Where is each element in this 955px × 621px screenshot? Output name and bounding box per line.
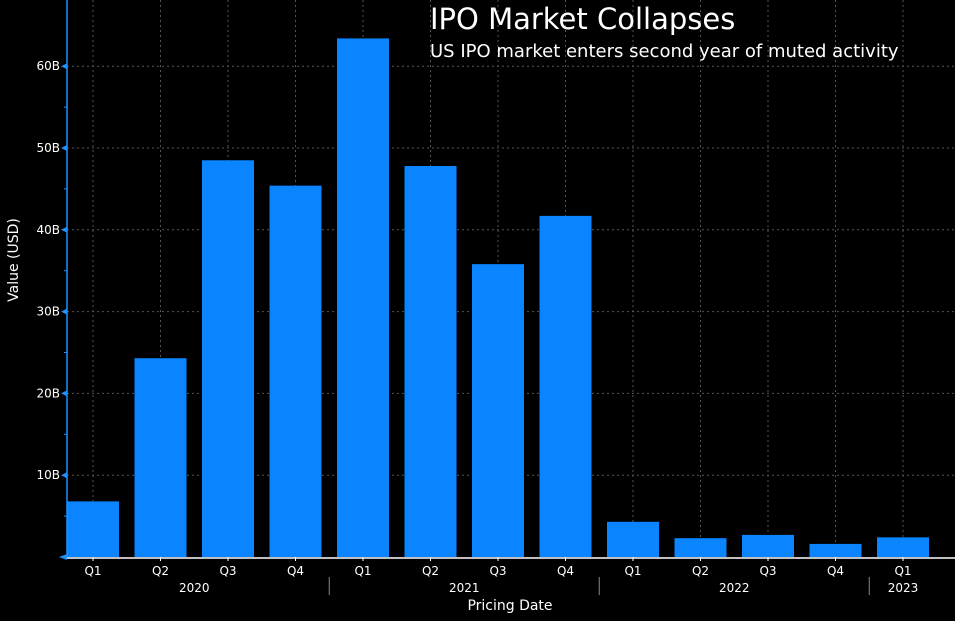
x-tick-label: Q3 <box>759 564 776 578</box>
y-axis-label: Value (USD) <box>6 218 22 302</box>
chart-subtitle: US IPO market enters second year of mute… <box>430 41 899 62</box>
y-tick-label: 10B <box>36 468 60 482</box>
y-tick-marker <box>61 145 67 151</box>
x-tick-label: Q2 <box>152 564 169 578</box>
year-label: 2023 <box>888 581 919 595</box>
year-label: 2021 <box>449 581 480 595</box>
x-tick-label: Q1 <box>624 564 641 578</box>
x-tick-label: Q4 <box>557 564 574 578</box>
bar <box>742 534 794 557</box>
y-tick-label: 50B <box>36 141 60 155</box>
bar <box>877 537 929 557</box>
y-tick-marker <box>61 390 67 397</box>
x-tick-label: Q1 <box>84 564 101 578</box>
chart-title: IPO Market Collapses <box>430 2 736 36</box>
bar <box>539 215 592 558</box>
y-tick-label: 20B <box>36 386 60 400</box>
x-tick-label: Q3 <box>219 564 236 578</box>
x-axis-label: Pricing Date <box>467 598 552 614</box>
y-tick-marker <box>61 308 67 315</box>
x-tick-label: Q1 <box>354 564 371 578</box>
x-tick-label: Q2 <box>692 564 709 578</box>
year-label: 2020 <box>179 581 210 595</box>
y-tick-label: 30B <box>36 305 60 319</box>
bar <box>674 538 727 557</box>
x-tick-label: Q2 <box>422 564 439 578</box>
y-zero-marker <box>59 554 67 560</box>
bar <box>67 501 119 557</box>
bar <box>607 521 659 557</box>
x-tick-label: Q4 <box>287 564 304 578</box>
bar <box>337 38 389 557</box>
y-tick-marker <box>61 472 67 479</box>
bar <box>404 165 457 557</box>
y-tick-marker <box>61 226 67 233</box>
bar <box>809 543 862 557</box>
bar <box>202 160 254 557</box>
x-tick-label: Q1 <box>894 564 911 578</box>
bar <box>472 264 524 557</box>
y-tick-label: 60B <box>36 59 60 73</box>
y-tick-marker <box>61 63 67 70</box>
year-label: 2022 <box>719 581 750 595</box>
x-tick-label: Q3 <box>489 564 506 578</box>
bar <box>269 185 322 558</box>
x-tick-label: Q4 <box>827 564 844 578</box>
bar <box>134 358 187 557</box>
y-tick-label: 40B <box>36 223 60 237</box>
